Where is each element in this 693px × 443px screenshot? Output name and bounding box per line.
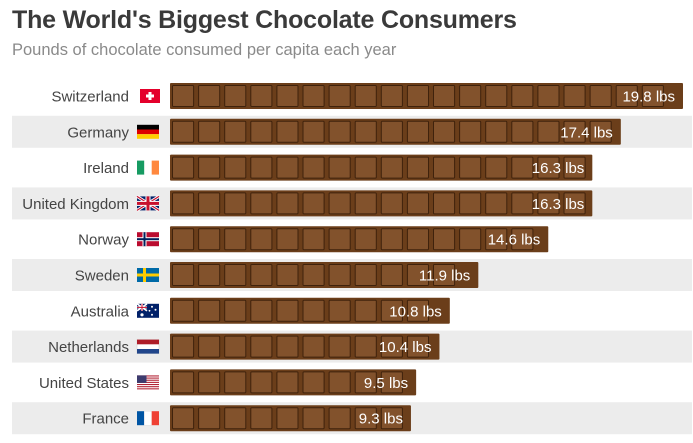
bar <box>170 154 593 181</box>
category-label: Ireland <box>83 160 129 177</box>
category-label: Norway <box>78 232 129 249</box>
bar <box>170 190 593 217</box>
category-label: Australia <box>71 303 130 320</box>
flag-united-states-icon <box>137 375 159 390</box>
value-label: 16.3 lbs <box>532 196 585 213</box>
flag-sweden-icon <box>137 268 159 282</box>
bar <box>170 83 683 109</box>
category-label: United Kingdom <box>22 196 129 213</box>
value-label: 10.8 lbs <box>389 303 442 320</box>
flag-france-icon <box>137 411 159 426</box>
flag-netherlands-icon <box>136 339 160 354</box>
bar <box>170 226 549 253</box>
bar <box>170 297 450 324</box>
bar <box>170 333 440 360</box>
flag-australia-icon <box>136 303 159 318</box>
category-label: Netherlands <box>48 339 129 356</box>
value-label: 19.8 lbs <box>622 89 675 106</box>
category-label: Switzerland <box>51 89 129 106</box>
category-label: Sweden <box>75 268 129 285</box>
value-label: 10.4 lbs <box>379 339 432 356</box>
value-label: 9.5 lbs <box>364 375 408 392</box>
value-label: 14.6 lbs <box>488 232 541 249</box>
flag-united-kingdom-icon <box>136 195 160 212</box>
flag-germany-icon <box>137 124 159 139</box>
value-label: 17.4 lbs <box>560 124 613 141</box>
flag-ireland-icon <box>137 160 159 175</box>
value-label: 11.9 lbs <box>419 268 470 285</box>
chart-subtitle: Pounds of chocolate consumed per capita … <box>12 41 397 59</box>
value-label: 9.3 lbs <box>359 411 403 428</box>
flag-norway-icon <box>137 232 159 247</box>
bar <box>170 118 621 145</box>
bar <box>170 369 417 396</box>
flag-switzerland-icon <box>140 89 160 103</box>
category-label: France <box>82 411 129 428</box>
bar <box>170 405 411 432</box>
category-label: Germany <box>67 124 129 141</box>
chart-title: The World's Biggest Chocolate Consumers <box>12 6 517 34</box>
value-label: 16.3 lbs <box>532 160 585 177</box>
bar <box>170 262 479 288</box>
category-label: United States <box>39 375 129 392</box>
